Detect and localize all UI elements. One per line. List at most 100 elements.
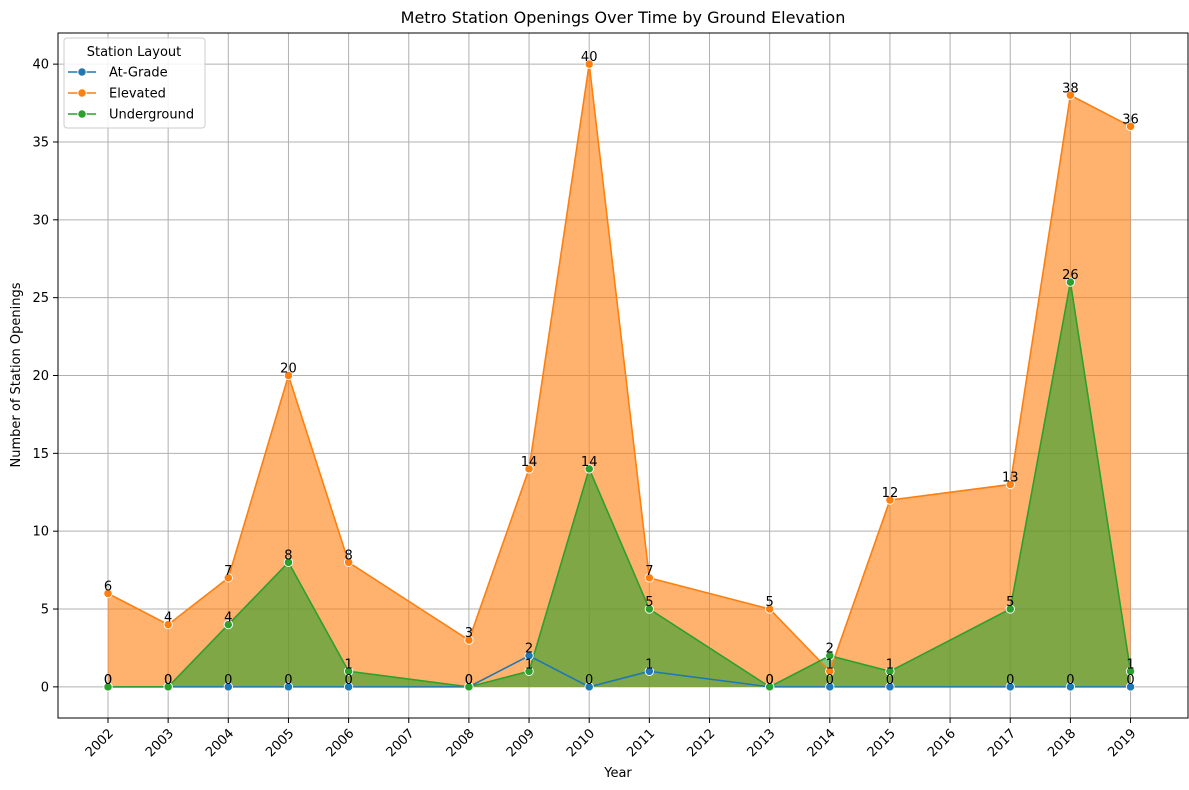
marker-at-grade [343, 682, 354, 692]
data-label-at-grade: 0 [766, 673, 774, 688]
marker-at-grade [644, 666, 654, 676]
marker-at-grade [825, 682, 835, 692]
data-label-underground: 26 [1062, 268, 1079, 283]
data-label-underground: 1 [344, 657, 352, 672]
data-label-underground: 5 [1006, 595, 1014, 610]
data-label-underground: 0 [465, 673, 473, 688]
y-tick-label: 0 [41, 680, 49, 695]
marker-underground [584, 464, 594, 474]
data-label-elevated: 13 [1002, 470, 1019, 485]
data-label-elevated: 36 [1122, 112, 1139, 127]
y-tick-label: 35 [32, 135, 49, 150]
marker-at-grade [1065, 682, 1076, 692]
marker-elevated [223, 573, 233, 583]
marker-underground [103, 682, 113, 692]
marker-at-grade [1005, 682, 1015, 692]
data-label-at-grade: 0 [1126, 673, 1134, 688]
data-label-underground: 1 [1126, 657, 1134, 672]
marker-underground [1005, 604, 1015, 614]
data-label-elevated: 3 [465, 626, 473, 641]
y-tick-label: 5 [41, 603, 49, 618]
data-label-elevated: 12 [882, 486, 899, 501]
series-markers [103, 59, 1136, 692]
data-label-elevated: 38 [1062, 81, 1079, 96]
marker-elevated [584, 59, 594, 69]
legend: Station Layout At-Grade Elevated Undergrou… [63, 37, 206, 129]
marker-elevated [1125, 121, 1136, 132]
data-label-at-grade: 0 [1066, 673, 1074, 688]
area-elevated [108, 64, 1131, 687]
x-axis-label: Year [603, 766, 632, 781]
y-axis-label: Number of Station Openings [9, 282, 24, 467]
data-label-elevated: 7 [645, 564, 653, 579]
marker-at-grade [885, 682, 895, 692]
marker-underground [343, 666, 354, 676]
marker-elevated [765, 604, 775, 614]
legend-marker-at-grade [77, 67, 87, 77]
data-label-underground: 2 [826, 642, 834, 657]
y-tick-label: 10 [32, 525, 49, 540]
y-tick-label: 30 [32, 213, 49, 228]
y-tick-label: 15 [32, 447, 49, 462]
marker-elevated [1065, 90, 1076, 100]
legend-label-elevated: Elevated [109, 87, 166, 102]
data-label-underground: 1 [886, 657, 894, 672]
data-label-at-grade: 0 [344, 673, 352, 688]
marker-elevated [103, 588, 113, 599]
marker-underground [885, 666, 895, 676]
data-label-elevated: 1 [826, 657, 834, 672]
data-label-at-grade: 0 [164, 673, 172, 688]
marker-at-grade [584, 682, 594, 692]
legend-marker-underground [77, 109, 87, 119]
data-label-underground: 5 [645, 595, 653, 610]
marker-underground [825, 651, 835, 661]
data-label-underground: 0 [766, 673, 774, 688]
marker-elevated [163, 619, 173, 630]
marker-underground [163, 682, 173, 692]
data-label-at-grade: 0 [1006, 673, 1014, 688]
data-label-underground: 8 [284, 548, 292, 563]
marker-at-grade [223, 682, 233, 692]
legend-title: Station Layout [87, 45, 182, 60]
marker-underground [524, 666, 534, 676]
y-tick-label: 40 [32, 58, 49, 73]
marker-elevated [885, 495, 895, 505]
data-label-elevated: 7 [224, 564, 232, 579]
data-label-elevated: 8 [344, 548, 352, 563]
data-label-at-grade: 0 [284, 673, 292, 688]
marker-elevated [1005, 479, 1015, 490]
data-label-elevated: 40 [581, 50, 598, 65]
data-label-elevated: 14 [521, 455, 538, 470]
y-tick-label: 20 [32, 369, 49, 384]
data-label-elevated: 20 [280, 362, 297, 377]
data-label-elevated: 6 [104, 579, 112, 594]
data-label-at-grade: 2 [525, 642, 533, 657]
marker-at-grade [1125, 682, 1136, 692]
chart-title: Metro Station Openings Over Time by Grou… [401, 8, 846, 27]
y-tick-label: 25 [32, 291, 49, 306]
data-label-underground: 14 [581, 455, 598, 470]
marker-underground [1125, 666, 1136, 676]
marker-underground [464, 682, 474, 692]
marker-elevated [644, 573, 654, 583]
area-underground [108, 282, 1131, 687]
marker-elevated [343, 557, 354, 567]
marker-underground [765, 682, 775, 692]
data-label-at-grade: 0 [886, 673, 894, 688]
data-label-at-grade: 0 [826, 673, 834, 688]
marker-at-grade [283, 682, 294, 692]
y-axis-ticks: 0 5 10 15 20 25 30 35 40 [32, 58, 58, 695]
data-label-elevated: 5 [766, 595, 774, 610]
data-label-underground: 0 [104, 673, 112, 688]
marker-elevated [464, 635, 474, 645]
legend-marker-elevated [77, 88, 87, 98]
marker-elevated [825, 666, 835, 676]
data-label-at-grade: 0 [585, 673, 593, 688]
data-label-at-grade: 0 [104, 673, 112, 688]
marker-underground [223, 619, 233, 630]
data-label-underground: 0 [164, 673, 172, 688]
area-fills [108, 64, 1131, 687]
data-label-at-grade: 0 [224, 673, 232, 688]
